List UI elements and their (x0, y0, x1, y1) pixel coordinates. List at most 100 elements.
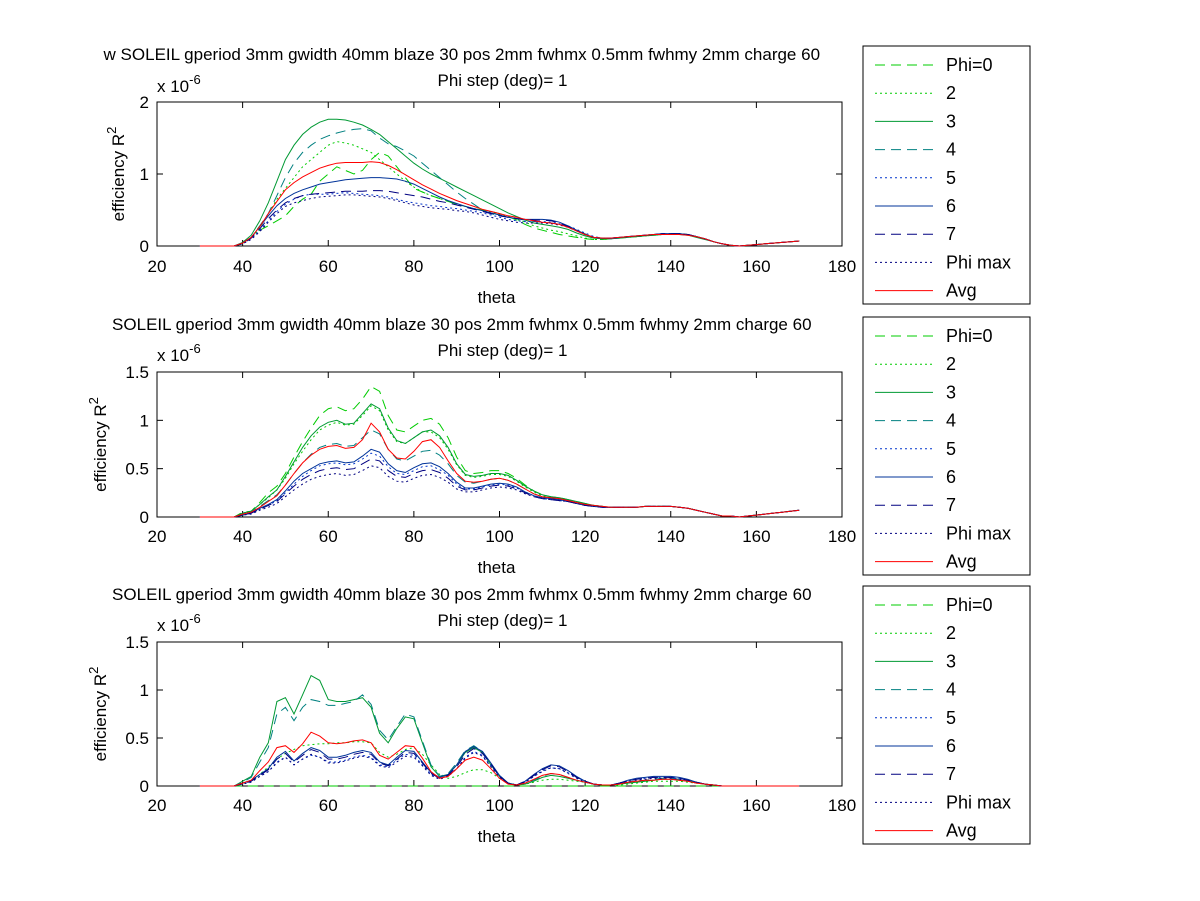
x-tick-label: 20 (148, 796, 167, 815)
series-line-5 (199, 192, 800, 247)
y-exponent-power: -6 (189, 72, 201, 87)
chart-title: w SOLEIL gperiod 3mm gwidth 40mm blaze 3… (103, 45, 976, 64)
chart-title: SOLEIL gperiod 3mm gwidth 40mm blaze 30 … (112, 585, 967, 604)
legend-label: 5 (946, 168, 956, 188)
x-tick-label: 40 (233, 527, 252, 546)
chart-title-main: SOLEIL gperiod 3mm gwidth 40mm blaze 30 … (112, 315, 811, 334)
series-line-2 (199, 141, 800, 247)
legend-label: Phi max (946, 792, 1011, 812)
legend-label: 2 (946, 354, 956, 374)
x-tick-label: 100 (485, 796, 513, 815)
x-tick-label: 80 (404, 796, 423, 815)
x-tick-label: 20 (148, 257, 167, 276)
series-line-1 (199, 385, 800, 518)
series-line-2 (199, 405, 800, 518)
series-line-7 (199, 458, 800, 518)
chart-title: SOLEIL gperiod 3mm gwidth 40mm blaze 30 … (112, 315, 967, 334)
x-tick-label: 120 (571, 257, 599, 276)
legend-label: Phi max (946, 523, 1011, 543)
x-tick-label: 160 (742, 257, 770, 276)
legend-label: Avg (946, 821, 977, 841)
legend-3: Phi=0 2 3 4 5 6 7 Phi max Avg (862, 585, 1031, 845)
legend-label: 3 (946, 651, 956, 671)
y-axis-label-sup: 2 (104, 127, 119, 134)
legend-label: 7 (946, 764, 956, 784)
y-axis-label-sup: 2 (86, 667, 101, 674)
legend-box (862, 45, 1031, 305)
legend-1: Phi=0 2 3 4 5 6 7 Phi max Avg (862, 45, 1031, 305)
legend-label: 4 (946, 411, 956, 431)
y-tick-label: 0.5 (125, 729, 149, 748)
legend-label: 5 (946, 708, 956, 728)
chart-panel-3: SOLEIL gperiod 3mm gwidth 40mm blaze 30 … (86, 585, 967, 846)
series-line-1 (199, 151, 800, 247)
y-axis-label: efficiency R2 (86, 397, 110, 492)
series-line-3 (199, 674, 800, 787)
legend-label: 7 (946, 495, 956, 515)
series-line-5 (199, 452, 800, 518)
y-tick-label: 1 (140, 411, 149, 430)
x-axis-label: theta (478, 827, 516, 846)
y-exponent-label: x 10-6 (157, 611, 201, 635)
y-exponent-base: x 10 (157, 77, 189, 96)
chart-title-main: SOLEIL gperiod 3mm gwidth 40mm blaze 30 … (112, 585, 811, 604)
x-tick-label: 60 (319, 257, 338, 276)
series-line-4 (199, 694, 800, 787)
y-tick-label: 0.5 (125, 460, 149, 479)
legend-label: 6 (946, 196, 956, 216)
x-tick-label: 140 (657, 796, 685, 815)
series-line-9 (199, 422, 800, 518)
plot-area (156, 371, 843, 518)
chart-subtitle: Phi step (deg)= 1 (438, 341, 568, 360)
y-tick-label: 0 (140, 508, 149, 527)
legend-label: 2 (946, 83, 956, 103)
legend-label: Avg (946, 552, 977, 572)
series-line-8 (199, 194, 800, 247)
legend-label: Phi=0 (946, 595, 993, 615)
legend-label: 6 (946, 736, 956, 756)
legend-box (862, 316, 1031, 576)
legend-label: Phi=0 (946, 55, 993, 75)
x-tick-label: 40 (233, 796, 252, 815)
series-line-4 (199, 128, 800, 247)
chart-subtitle: Phi step (deg)= 1 (438, 71, 568, 90)
chart-panel-2: SOLEIL gperiod 3mm gwidth 40mm blaze 30 … (86, 315, 967, 577)
y-exponent-base: x 10 (157, 346, 189, 365)
plot-area (156, 101, 843, 247)
chart-title-main: w SOLEIL gperiod 3mm gwidth 40mm blaze 3… (103, 45, 820, 64)
y-axis-label: efficiency R2 (86, 667, 110, 762)
legend-box (862, 585, 1031, 845)
series-group (199, 674, 800, 787)
series-line-3 (199, 403, 800, 518)
series-line-3 (199, 118, 800, 247)
legend-label: Phi max (946, 252, 1011, 272)
x-tick-label: 120 (571, 796, 599, 815)
x-tick-label: 100 (485, 257, 513, 276)
x-axis-label: theta (478, 288, 516, 307)
x-tick-label: 180 (828, 257, 856, 276)
y-axis-label-sup: 2 (86, 397, 101, 404)
series-line-9 (199, 161, 800, 247)
x-axis-label: theta (478, 558, 516, 577)
y-axis-label-main: efficiency R (109, 134, 128, 222)
legend-label: Phi=0 (946, 326, 993, 346)
x-tick-label: 140 (657, 257, 685, 276)
y-tick-label: 2 (140, 93, 149, 112)
y-exponent-label: x 10-6 (157, 72, 201, 96)
series-group (199, 118, 800, 247)
y-tick-label: 0 (140, 237, 149, 256)
y-tick-label: 1.5 (125, 633, 149, 652)
y-exponent-power: -6 (189, 611, 201, 626)
chart-panel-1: w SOLEIL gperiod 3mm gwidth 40mm blaze 3… (103, 45, 976, 307)
x-tick-label: 120 (571, 527, 599, 546)
legend-label: Avg (946, 281, 977, 301)
y-tick-label: 1.5 (125, 363, 149, 382)
plot-area (156, 641, 843, 787)
x-tick-label: 160 (742, 796, 770, 815)
x-tick-label: 80 (404, 527, 423, 546)
legend-label: 4 (946, 680, 956, 700)
x-tick-label: 20 (148, 527, 167, 546)
legend-2: Phi=0 2 3 4 5 6 7 Phi max Avg (862, 316, 1031, 576)
series-line-6 (199, 448, 800, 518)
